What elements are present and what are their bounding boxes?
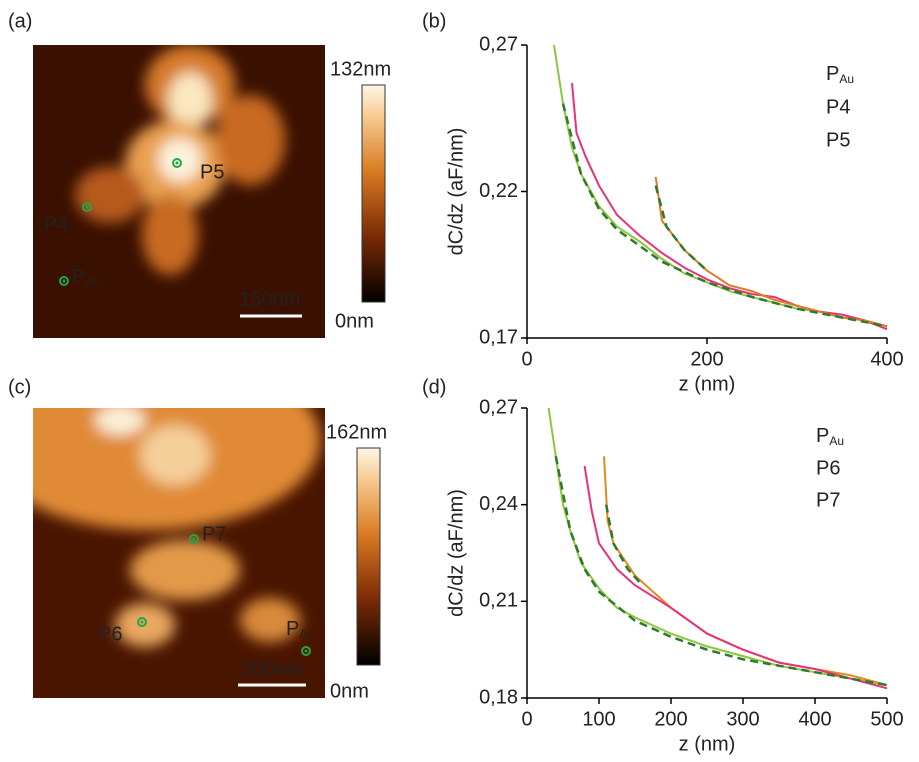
measure-point-center (192, 537, 196, 541)
afm-image (33, 45, 325, 338)
point-label: PAu (286, 618, 314, 641)
point-label: PAu (72, 266, 100, 289)
point-label: P4 (44, 213, 68, 235)
x-axis-title: z (nm) (679, 733, 736, 755)
colorbar-max-label: 132nm (330, 58, 391, 80)
colorbar-min-label: 0nm (330, 680, 369, 702)
data-line (583, 465, 888, 690)
panel-label: (a) (8, 10, 32, 32)
x-tick-label: 400 (870, 348, 903, 370)
afm-image (33, 408, 325, 698)
panel-label: (b) (422, 10, 446, 32)
x-tick-label: 500 (870, 708, 903, 730)
measure-point (172, 158, 182, 168)
measure-point-center (304, 649, 308, 653)
point-label: P7 (202, 523, 226, 545)
measure-point (59, 276, 69, 286)
data-line (547, 407, 888, 687)
fit-line (654, 185, 708, 272)
legend-entry: P4 (826, 96, 850, 118)
measure-point (301, 646, 311, 656)
x-tick-label: 100 (582, 708, 615, 730)
measure-point (137, 617, 147, 627)
y-tick-label: 0,18 (479, 686, 518, 708)
x-tick-label: 400 (798, 708, 831, 730)
scale-bar-label: 200nm (241, 658, 302, 680)
x-tick-label: 200 (690, 348, 723, 370)
colorbar-min-label: 0nm (335, 310, 374, 332)
x-axis-title: z (nm) (679, 373, 736, 395)
y-tick-label: 0,22 (479, 180, 518, 202)
legend-entry: P5 (826, 129, 850, 151)
measure-point-center (62, 279, 66, 283)
measure-point (82, 202, 92, 212)
y-tick-label: 0,17 (479, 326, 518, 348)
panel-label: (c) (8, 376, 31, 398)
measure-point-center (175, 161, 179, 165)
legend-entry: PAu (826, 63, 854, 86)
y-tick-label: 0,24 (479, 493, 518, 515)
fit-line (554, 456, 888, 687)
legend-entry: P7 (816, 489, 840, 511)
data-line (654, 176, 888, 328)
y-axis-title: dC/dz (aF/nm) (445, 128, 467, 256)
fit-line (561, 103, 888, 328)
y-axis-title: dC/dz (aF/nm) (445, 489, 467, 617)
colorbar (361, 84, 386, 303)
point-label: P6 (98, 623, 122, 645)
y-tick-label: 0,27 (479, 396, 518, 418)
measure-point (189, 534, 199, 544)
colorbar-max-label: 162nm (326, 421, 387, 443)
point-label: P5 (200, 161, 224, 183)
x-tick-label: 200 (654, 708, 687, 730)
scale-bar-label: 150nm (239, 288, 300, 310)
legend-entry: PAu (816, 425, 844, 448)
measure-point-center (85, 205, 89, 209)
legend-entry: P6 (816, 457, 840, 479)
colorbar (356, 447, 381, 666)
panel-label: (d) (422, 376, 446, 398)
x-tick-label: 0 (521, 708, 532, 730)
fit-line (604, 504, 644, 587)
y-tick-label: 0,27 (479, 33, 518, 55)
x-tick-label: 300 (726, 708, 759, 730)
y-tick-label: 0,21 (479, 590, 518, 612)
x-tick-label: 0 (521, 348, 532, 370)
measure-point-center (140, 620, 144, 624)
data-line (571, 83, 888, 331)
